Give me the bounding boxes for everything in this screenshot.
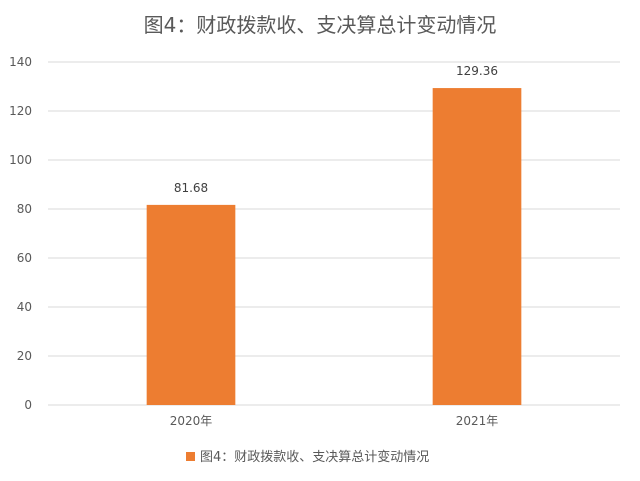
legend: 图4：财政拨款收、支决算总计变动情况 (186, 449, 429, 465)
x-tick-label-1: 2020年 (170, 414, 213, 428)
data-label-1: 81.68 (174, 181, 208, 195)
y-tick-label-40: 40 (17, 300, 32, 314)
y-tick-label-0: 0 (24, 398, 32, 412)
y-tick-label-100: 100 (9, 153, 32, 167)
y-axis-ticks: 0 20 40 60 80 100 120 140 (9, 55, 32, 412)
legend-swatch (186, 452, 195, 461)
y-tick-label-20: 20 (17, 349, 32, 363)
y-tick-label-140: 140 (9, 55, 32, 69)
x-axis-ticks: 2020年 2021年 (170, 414, 499, 428)
bar-2 (432, 88, 522, 406)
y-tick-label-120: 120 (9, 104, 32, 118)
y-tick-label-80: 80 (17, 202, 32, 216)
gridlines (48, 61, 620, 406)
legend-label: 图4：财政拨款收、支决算总计变动情况 (200, 449, 429, 465)
bars (146, 88, 522, 406)
x-tick-label-2: 2021年 (456, 414, 499, 428)
y-tick-label-60: 60 (17, 251, 32, 265)
chart-title: 图4：财政拨款收、支决算总计变动情况 (144, 13, 497, 37)
data-labels: 81.68 129.36 (174, 64, 498, 195)
data-label-2: 129.36 (456, 64, 498, 78)
bar-1 (146, 204, 236, 405)
